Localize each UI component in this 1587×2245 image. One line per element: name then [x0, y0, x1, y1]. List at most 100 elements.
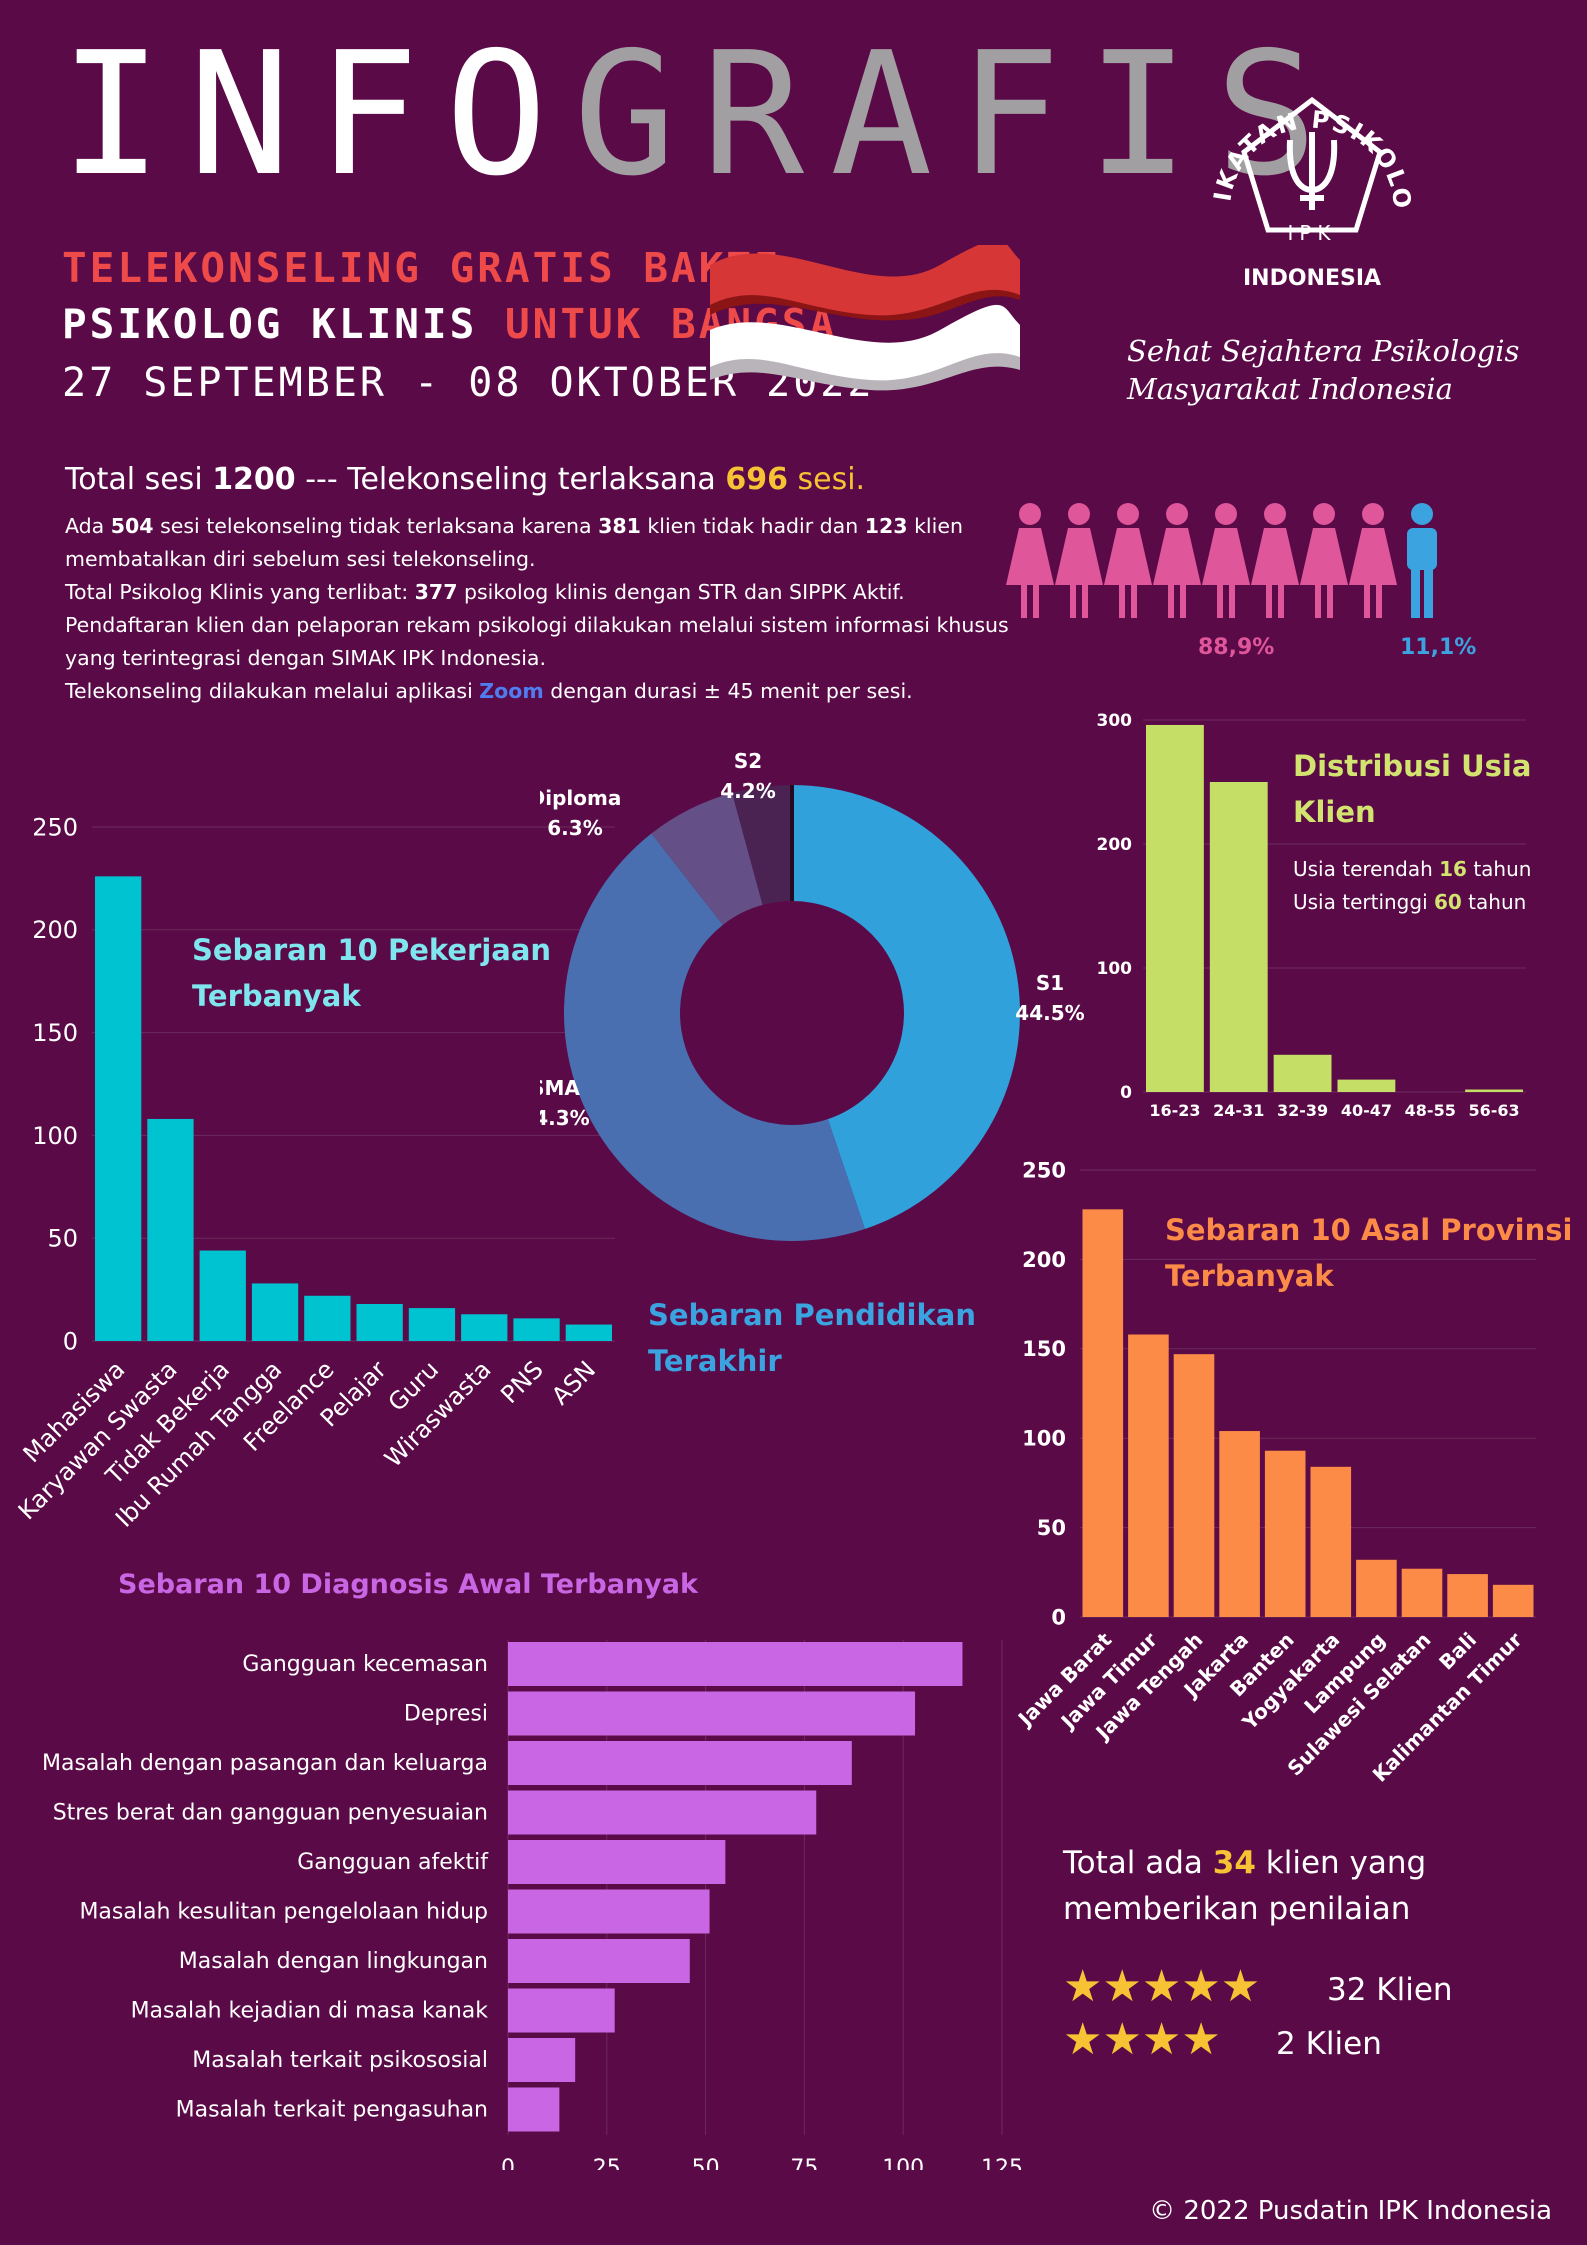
female-person-icon: [1153, 503, 1201, 618]
note2b: 60: [1433, 890, 1462, 914]
slice-s2: [732, 785, 792, 905]
note1c: tahun: [1466, 857, 1532, 881]
intro-para-1: Ada 504 sesi telekonseling tidak terlaks…: [65, 510, 1025, 576]
slice-percent: 44.3%: [540, 1106, 590, 1130]
chart-diagnosis: 0 25 50 75 100 125 Gangguan kecemasan Depresi Ma…: [42, 1640, 1023, 2170]
p1e: klien tidak hadir dan: [640, 514, 865, 538]
logo-arc-text: IKATAN PSIKOLOG KLINIS: [1180, 60, 1415, 212]
intro-l1e: sesi.: [787, 462, 866, 497]
bar-jawa-tengah: [1173, 1354, 1215, 1617]
bar-ibu-rumah-tangga: [251, 1283, 299, 1341]
svg-text:IKATAN PSIKOLOG KLINIS: IKATAN PSIKOLOG KLINIS: [1180, 60, 1417, 212]
note1b: 16: [1439, 857, 1467, 881]
y-tick-label: Masalah dengan pasangan dan keluarga: [42, 1751, 488, 1776]
p1b: 504: [110, 514, 154, 538]
usia-note-min: Usia terendah 16 tahun: [1293, 853, 1531, 886]
note2c: tahun: [1461, 890, 1527, 914]
y-tick-label: Masalah terkait pengasuhan: [176, 2098, 488, 2123]
total-sessions-line: Total sesi 1200 --- Telekonseling terlak…: [65, 462, 865, 497]
p1a: Ada: [65, 514, 111, 538]
bar-diagnosis: [508, 2038, 576, 2082]
y-tick-label: Masalah terkait psikososial: [192, 2048, 488, 2073]
bar-wiraswasta: [461, 1314, 508, 1341]
female-person-icon: [1202, 503, 1250, 618]
slice-name: SMA: [540, 1076, 580, 1100]
p2b: 377: [414, 580, 458, 604]
x-tick-label: 48-55: [1405, 1101, 1456, 1120]
slice-name: Diploma: [540, 786, 621, 810]
tagline-line2: Masyarakat Indonesia: [1127, 372, 1453, 406]
y-tick-label: Masalah kejadian di masa kanak: [131, 1999, 489, 2024]
y-tick-label: 0: [63, 1327, 78, 1355]
pekerjaan-title-1: Sebaran 10 Pekerjaan: [192, 933, 552, 967]
subtitle-line1: TELEKONSELING GRATIS BAKTI: [62, 244, 782, 292]
y-tick-label: Masalah dengan lingkungan: [179, 1949, 488, 1974]
bar-yogyakarta: [1310, 1466, 1352, 1617]
bar-freelance: [304, 1295, 351, 1341]
footer-copyright: © 2022 Pusdatin IPK Indonesia: [1149, 2196, 1552, 2226]
ratings-b: klien yang memberikan penilaian: [1063, 1845, 1427, 1927]
bar-pns: [513, 1318, 560, 1341]
usia-notes: Usia terendah 16 tahun Usia tertinggi 60…: [1293, 853, 1531, 919]
bar-asn: [565, 1324, 612, 1341]
infografis-title: INFOGRAFIS: [60, 30, 1344, 200]
y-tick-label: 200: [1097, 835, 1133, 855]
female-percentage: 88,9%: [1198, 635, 1275, 660]
slice-percent: 4.2%: [720, 779, 775, 803]
chart-diagnosis-title: Sebaran 10 Diagnosis Awal Terbanyak: [118, 1569, 698, 1600]
total-sessions-value: 1200: [212, 462, 296, 497]
bar-lampung: [1356, 1559, 1397, 1617]
x-tick-label: 32-39: [1277, 1101, 1328, 1120]
usia-note-max: Usia tertinggi 60 tahun: [1293, 886, 1531, 919]
p1d: 381: [598, 514, 641, 538]
tagline-line1: Sehat Sejahtera Psikologis: [1127, 334, 1520, 368]
logo-center-text: IPK: [1287, 221, 1336, 245]
bar-jawa-barat: [1082, 1209, 1124, 1617]
y-tick-label: 100: [1022, 1427, 1066, 1451]
intro-paragraphs: Ada 504 sesi telekonseling tidak terlaks…: [65, 510, 1025, 708]
bar-24-31: [1209, 782, 1268, 1092]
bar-56-63: [1465, 1089, 1523, 1092]
usia-title-1: Distribusi Usia: [1293, 749, 1532, 783]
x-tick-label: 50: [692, 2156, 720, 2170]
x-tick-label: 24-31: [1213, 1101, 1264, 1120]
usia-title-2: Klien: [1293, 795, 1376, 829]
y-tick-label: 100: [1097, 959, 1133, 979]
bar-kalimantan-timur: [1492, 1584, 1534, 1617]
note1a: Usia terendah: [1293, 857, 1440, 881]
y-tick-label: 250: [1022, 1158, 1066, 1182]
x-tick-label: 75: [790, 2156, 818, 2170]
provinsi-title-2: Terbanyak: [1165, 1259, 1334, 1293]
chart-usia: 0 100 200 300 16-23 24-31 32-39 40-47 48-55 56-63: [1097, 711, 1526, 1120]
bar-diagnosis: [508, 1939, 690, 1983]
five-star-count: 32 Klien: [1327, 1972, 1453, 2008]
slice-sma: [563, 833, 865, 1241]
y-tick-label: 150: [1022, 1337, 1066, 1361]
ratings-summary: Total ada 34 klien yang memberikan penil…: [1063, 1840, 1483, 1932]
subtitle-line2-a: PSIKOLOG KLINIS: [62, 300, 478, 348]
bar-diagnosis: [508, 1889, 710, 1934]
female-person-icon: [1006, 503, 1054, 618]
y-tick-label: 300: [1097, 711, 1133, 731]
y-tick-label: Stres berat dan gangguan penyesuaian: [53, 1801, 488, 1826]
slice-percent: 44.5%: [1015, 1001, 1084, 1025]
slice-name: S2: [734, 749, 762, 773]
title-part2: GRAFIS: [573, 16, 1344, 214]
title-part1: INFO: [60, 16, 574, 214]
ratings-a: Total ada: [1063, 1845, 1213, 1881]
chart-usia-title: Distribusi Usia Klien: [1293, 743, 1531, 835]
bar-sulawesi-selatan: [1401, 1568, 1443, 1617]
pendidikan-title-2: Terakhir: [648, 1344, 782, 1378]
y-tick-label: 200: [32, 916, 78, 944]
x-tick-label: 40-47: [1341, 1101, 1392, 1120]
y-tick-label: Masalah kesulitan pengelolaan hidup: [79, 1900, 488, 1925]
intro-para-2: Total Psikolog Klinis yang terlibat: 377…: [65, 576, 1025, 609]
bar-diagnosis: [508, 1840, 726, 1884]
bar-mahasiswa: [95, 876, 142, 1341]
y-tick-label: Gangguan kecemasan: [242, 1652, 488, 1677]
five-star-icon: ★★★★★: [1063, 1961, 1261, 2012]
y-tick-label: Gangguan afektif: [297, 1850, 489, 1875]
bar-16-23: [1146, 724, 1204, 1092]
x-tick-label: PNS: [495, 1355, 549, 1409]
